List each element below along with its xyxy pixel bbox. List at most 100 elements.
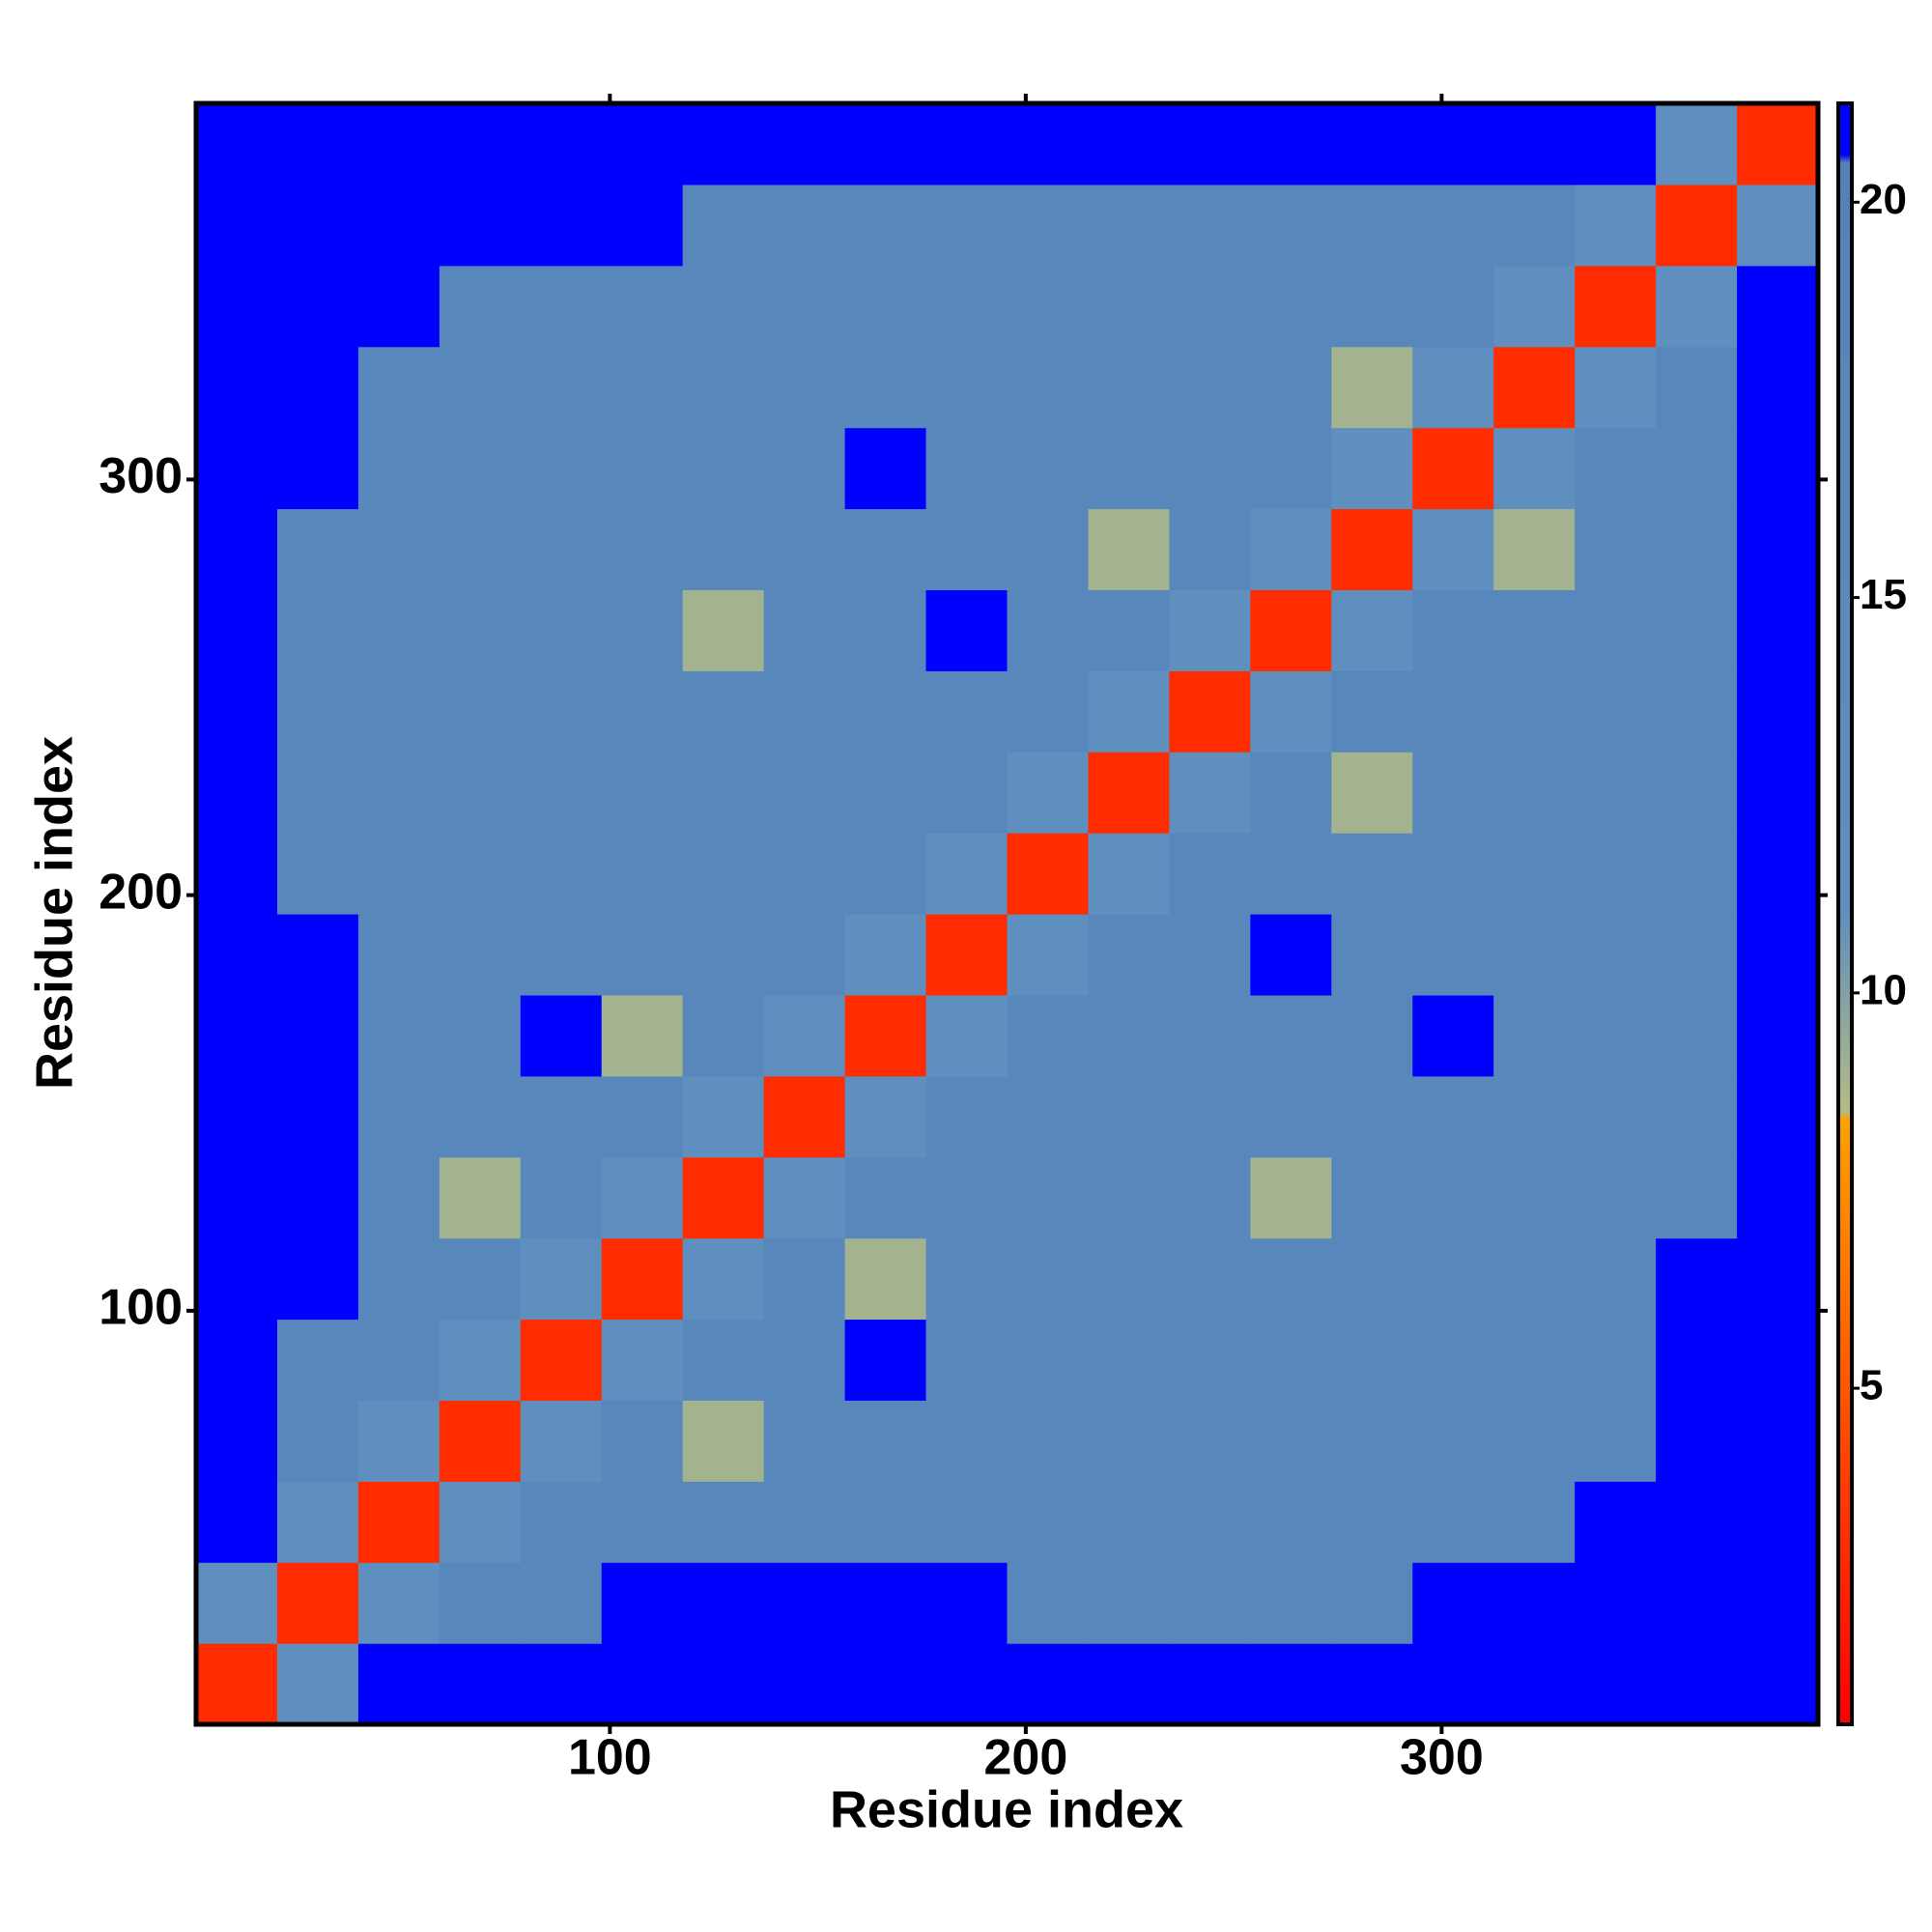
colorbar [1836,101,1854,1726]
heatmap-cell [1412,1481,1494,1563]
x-axis-title: Residue index [830,1780,1183,1838]
heatmap-cell [1007,1237,1090,1321]
heatmap-cell [1493,346,1576,429]
heatmap-cell [925,1481,1009,1563]
heatmap-cell [1331,589,1413,671]
heatmap-cell [763,1400,846,1482]
heatmap-cell [1331,914,1413,996]
y-axis-title: Residue index [25,736,83,1090]
heatmap-cell [1088,833,1170,915]
heatmap-cell [1331,752,1413,834]
colorbar-tick-label: 5 [1860,1362,1883,1409]
heatmap-cell [682,427,765,510]
heatmap-cell [1088,752,1170,834]
heatmap-cell [925,103,1009,185]
heatmap-cell [844,1237,927,1321]
heatmap-cell [276,508,359,590]
heatmap-cell [1007,1400,1090,1482]
heatmap-cell [682,994,765,1077]
heatmap-cell [357,184,440,267]
heatmap-cell [1412,184,1494,267]
heatmap-cell [439,1481,522,1563]
heatmap-cell [601,1319,684,1401]
heatmap-cell [844,670,927,753]
heatmap-cell [1250,1156,1332,1239]
heatmap-cell [1493,994,1576,1077]
heatmap-cell [1331,184,1413,267]
heatmap-cell [196,752,278,834]
heatmap-cell [1007,752,1090,834]
heatmap-cell [1331,508,1413,590]
heatmap-cell [196,427,278,510]
heatmap-cell [1737,346,1819,429]
colorbar-tick-label: 20 [1860,176,1907,223]
heatmap-cell [276,670,359,753]
heatmap-cell [1169,994,1251,1077]
heatmap-cell [1331,346,1413,429]
heatmap-cell [439,670,522,753]
heatmap-cell [520,752,603,834]
heatmap-cell [1169,1075,1251,1158]
heatmap-cell [844,1319,927,1401]
heatmap-cell [1412,833,1494,915]
heatmap-cell [1007,1319,1090,1401]
heatmap-cell [439,184,522,267]
heatmap-cell [1737,914,1819,996]
heatmap-cell [925,1643,1009,1725]
heatmap-cell [1331,1075,1413,1158]
y-tick-label: 100 [99,1280,183,1336]
heatmap-cell [1088,1562,1170,1644]
heatmap-cell [1007,1562,1090,1644]
heatmap-cell [439,346,522,429]
heatmap-cell [844,508,927,590]
heatmap-cell [1656,833,1738,915]
heatmap-cell [1007,994,1090,1077]
heatmap-cell [763,1562,846,1644]
heatmap-cell [1331,1481,1413,1563]
heatmap-cell [276,994,359,1077]
heatmap-cell [1250,1562,1332,1644]
heatmap-cell [1737,265,1819,348]
heatmap-cell [1088,508,1170,590]
heatmap-cell [1007,346,1090,429]
heatmap-cell [1169,1643,1251,1725]
heatmap-cell [1493,670,1576,753]
heatmap-cell [520,427,603,510]
heatmap-cell [1088,1400,1170,1482]
heatmap-cell [439,1075,522,1158]
heatmap-cell [1656,1643,1738,1725]
heatmap-cell [196,833,278,915]
heatmap-cell [1412,346,1494,429]
heatmap-cell [925,994,1009,1077]
heatmap-cell [1250,1237,1332,1321]
heatmap-cell [1737,1237,1819,1321]
heatmap-cell [682,184,765,267]
heatmap-cell [1250,994,1332,1077]
heatmap-cell [1169,103,1251,185]
heatmap-cell [601,184,684,267]
heatmap-cell [1493,1400,1576,1482]
y-tick-label: 200 [99,864,183,920]
heatmap-cell [1493,914,1576,996]
heatmap-cell [1575,346,1657,429]
heatmap-cell [1737,1562,1819,1644]
heatmap-cell [520,1481,603,1563]
heatmap-cell [1088,265,1170,348]
colorbar-tick-label: 15 [1860,571,1907,618]
heatmap-cell [925,589,1009,671]
heatmap-cell [520,1156,603,1239]
heatmap-cell [844,265,927,348]
heatmap-cell [520,914,603,996]
heatmap-cell [1007,508,1090,590]
heatmap-cell [1331,833,1413,915]
heatmap-cell [1656,1156,1738,1239]
heatmap-cell [682,346,765,429]
heatmap-cell [357,1156,440,1239]
heatmap-cell [1007,914,1090,996]
heatmap-cell [763,994,846,1077]
heatmap-cell [439,1643,522,1725]
heatmap-cell [1169,1237,1251,1321]
heatmap-cell [1575,184,1657,267]
heatmap-cell [357,1319,440,1401]
